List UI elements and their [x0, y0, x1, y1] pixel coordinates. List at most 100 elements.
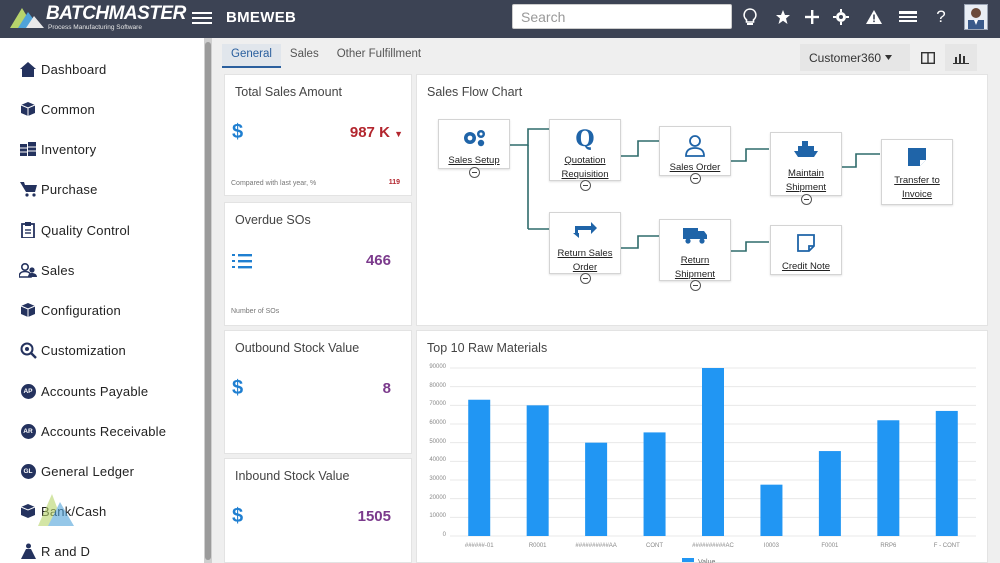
collapse-toggle-icon[interactable]: [469, 167, 480, 178]
users-icon: [18, 260, 38, 280]
y-tick-label: 60000: [429, 420, 446, 426]
gl-icon: GL: [18, 461, 38, 481]
sidebar-item-r-and-d[interactable]: R and D: [18, 540, 90, 562]
flow-node-label: Quotation Requisition: [561, 155, 609, 180]
sidebar-item-configuration[interactable]: Configuration: [18, 299, 121, 321]
bar-6[interactable]: [818, 451, 841, 536]
sidebar-item-label: Common: [41, 101, 95, 117]
box-icon: [18, 300, 38, 320]
ap-icon: AP: [18, 381, 38, 401]
sidebar-item-inventory[interactable]: Inventory: [18, 138, 96, 160]
sidebar-item-dashboard[interactable]: Dashboard: [18, 58, 106, 80]
sidebar: Dashboard Common Inventory Purchase Qual…: [0, 38, 204, 563]
y-tick-label: 10000: [429, 513, 446, 520]
sidebar-item-general-ledger[interactable]: GL General Ledger: [18, 460, 134, 482]
x-tick-label: I0003: [763, 543, 779, 549]
collapse-toggle-icon[interactable]: [801, 194, 812, 205]
user-avatar[interactable]: [964, 4, 988, 30]
sidebar-item-label: General Ledger: [41, 463, 135, 479]
tab-other-fulfillment[interactable]: Other Fulfillment: [336, 48, 422, 60]
bar-7[interactable]: [877, 420, 900, 536]
collapse-toggle-icon[interactable]: [690, 173, 701, 184]
plus-icon[interactable]: [801, 6, 823, 28]
layout-view-button[interactable]: [912, 44, 944, 71]
sidebar-item-common[interactable]: Common: [18, 98, 95, 120]
sidebar-item-label: Quality Control: [41, 222, 130, 238]
chart-title: Top 10 Raw Materials: [427, 341, 548, 355]
ap-badge: AP: [20, 383, 36, 399]
bar-1[interactable]: [526, 405, 549, 536]
sidebar-item-accounts-receivable[interactable]: AR Accounts Receivable: [18, 420, 166, 442]
quotation-q-icon: Q: [575, 126, 595, 152]
star-icon[interactable]: [772, 6, 794, 28]
sidebar-item-label: Inventory: [41, 141, 97, 157]
bar-2[interactable]: [585, 442, 608, 536]
sidebar-item-purchase[interactable]: Purchase: [18, 178, 98, 200]
batchmaster-logo[interactable]: BATCHMASTER Process Manufacturing Softwa…: [8, 2, 186, 34]
x-tick-label: RRP6: [880, 543, 897, 549]
overdue-sos-foot: Number of SOs: [231, 308, 280, 315]
bar-0[interactable]: [468, 399, 491, 536]
list-icon[interactable]: [897, 6, 919, 28]
flow-node-credit-note[interactable]: Credit Note: [770, 225, 842, 275]
logo-mark-icon: [10, 8, 44, 28]
ship-icon: [771, 141, 841, 159]
ar-icon: AR: [18, 421, 38, 441]
sidebar-item-customization[interactable]: Customization: [18, 339, 126, 361]
total-sales-foot: Compared with last year, %: [231, 180, 317, 187]
collapse-toggle-icon[interactable]: [580, 180, 591, 191]
search-input[interactable]: [512, 4, 732, 29]
bar-8[interactable]: [935, 410, 958, 536]
inventory-icon: [18, 139, 38, 159]
bar-3[interactable]: [643, 432, 666, 536]
sidebar-item-quality-control[interactable]: Quality Control: [18, 219, 130, 241]
bar-4[interactable]: [702, 368, 724, 536]
inbound-stock-value: 1505: [357, 508, 391, 525]
company-name: BMEWEB: [226, 9, 297, 26]
card-title: Outbound Stock Value: [235, 341, 360, 355]
bar-5[interactable]: [760, 484, 783, 536]
overdue-sos-value: 466: [365, 252, 391, 269]
sidebar-item-sales[interactable]: Sales: [18, 259, 75, 281]
flow-node-transfer-to-invoice[interactable]: Transfer to Invoice: [881, 139, 953, 205]
menu-toggle-icon[interactable]: [192, 9, 212, 27]
help-icon[interactable]: ?: [936, 7, 946, 26]
y-tick-label: 90000: [429, 364, 446, 370]
chevron-down-icon: [885, 55, 893, 60]
view-selector-dropdown[interactable]: Customer360: [800, 44, 910, 71]
y-tick-label: 20000: [429, 494, 446, 501]
flow-node-maintain-shipment[interactable]: Maintain Shipment: [770, 132, 842, 196]
tab-general[interactable]: General: [222, 44, 281, 68]
sidebar-item-label: Sales: [41, 262, 75, 278]
chart-view-button[interactable]: [945, 44, 977, 71]
sidebar-scrollbar-thumb[interactable]: [205, 42, 211, 560]
flow-node-sales-order[interactable]: Sales Order: [659, 126, 731, 176]
bar-chart-icon: [953, 53, 969, 64]
dollar-icon: $: [232, 121, 244, 143]
x-tick-label: R0001: [528, 543, 547, 549]
top-bar: BATCHMASTER Process Manufacturing Softwa…: [0, 0, 1000, 38]
y-tick-label: 40000: [429, 457, 446, 464]
overdue-sos-card: Overdue SOs 466 Number of SOs: [224, 202, 412, 326]
flow-node-return-sales-order[interactable]: Return Sales Order: [549, 212, 621, 274]
flow-node-label: Return Shipment: [674, 255, 716, 280]
watermark-logo-icon: [38, 494, 74, 526]
y-tick-label: 30000: [429, 476, 446, 482]
card-title: Overdue SOs: [235, 213, 311, 227]
y-tick-label: 0: [442, 532, 446, 538]
flow-node-quotation-requisition[interactable]: Q Quotation Requisition: [549, 119, 621, 181]
sidebar-item-label: Accounts Payable: [41, 383, 149, 399]
flow-node-sales-setup[interactable]: Sales Setup: [438, 119, 510, 169]
cart-icon: [18, 179, 38, 199]
sidebar-item-accounts-payable[interactable]: AP Accounts Payable: [18, 380, 148, 402]
y-tick-label: 50000: [429, 438, 446, 445]
collapse-toggle-icon[interactable]: [580, 273, 591, 284]
lightbulb-icon[interactable]: [739, 6, 761, 28]
gear-icon[interactable]: [830, 6, 852, 28]
tab-sales[interactable]: Sales: [289, 48, 319, 60]
gears-icon: [439, 128, 509, 148]
alert-icon[interactable]: [863, 6, 885, 28]
collapse-toggle-icon[interactable]: [690, 280, 701, 291]
outbound-stock-card: Outbound Stock Value $ 8: [224, 330, 412, 454]
flow-node-return-shipment[interactable]: Return Shipment: [659, 219, 731, 281]
